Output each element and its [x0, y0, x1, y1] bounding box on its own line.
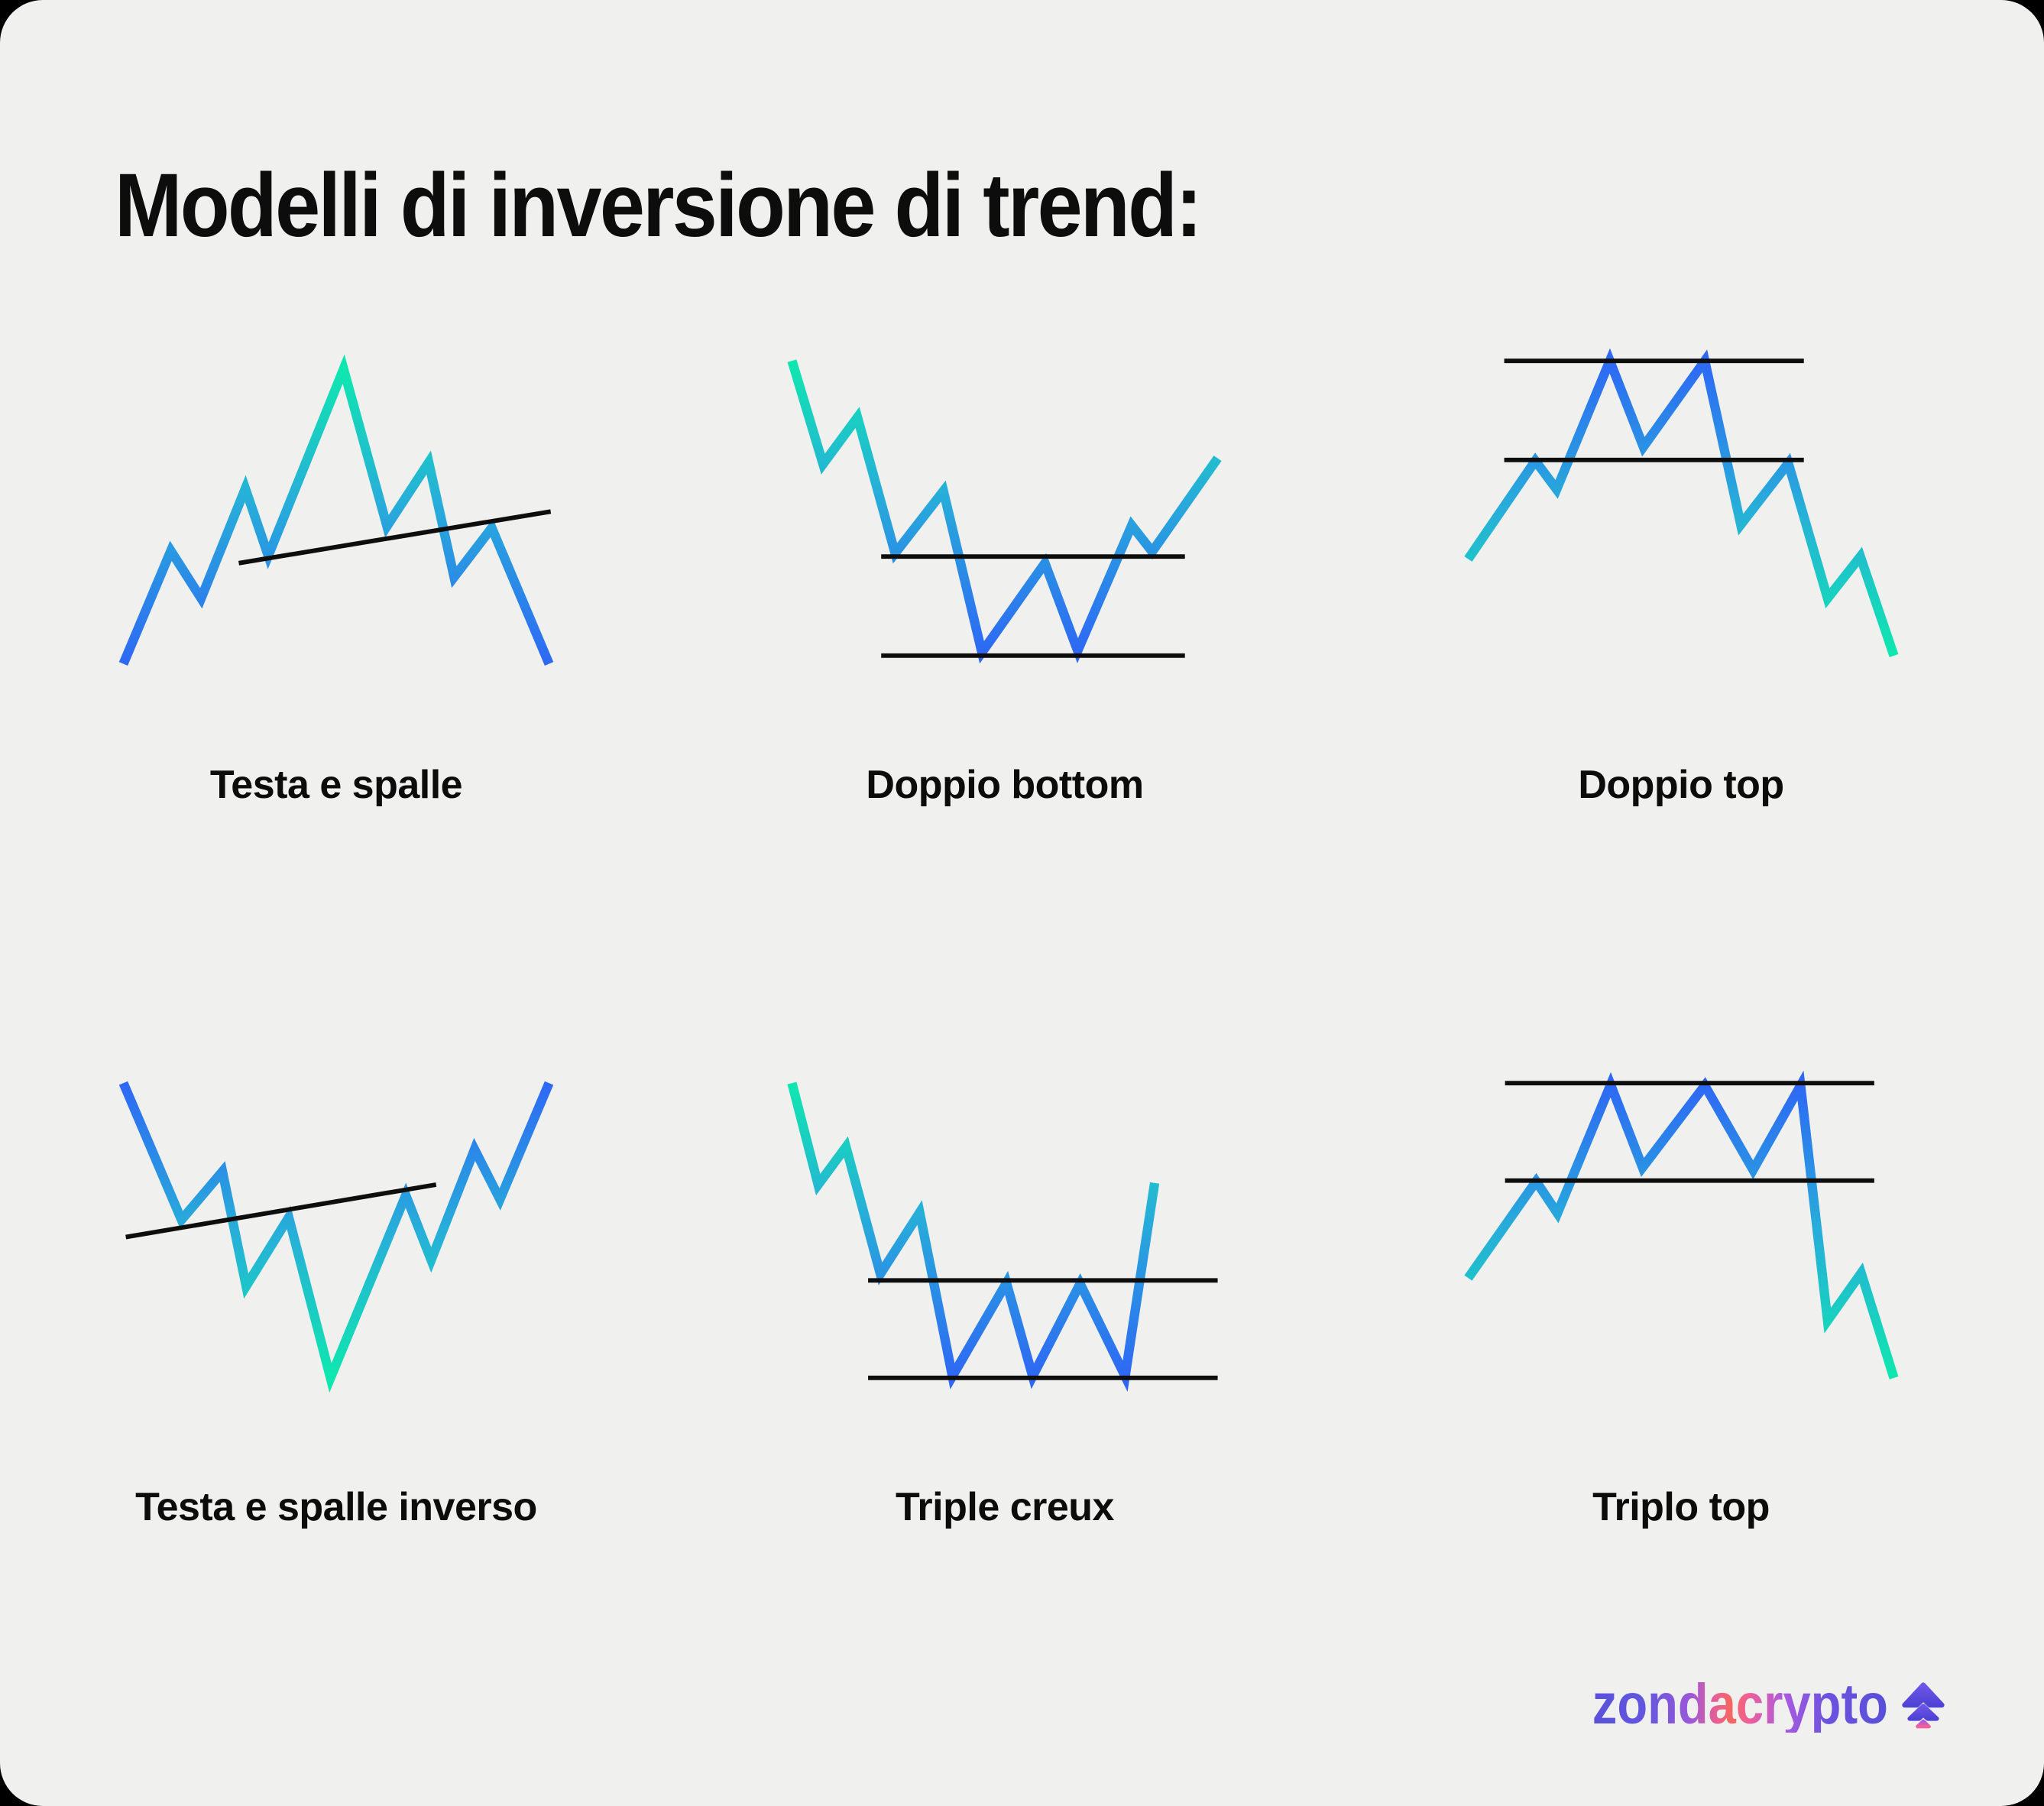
- brand-logo: zondacrypto: [1552, 1676, 1946, 1733]
- pattern-label: Doppio bottom: [866, 763, 1144, 807]
- price-line: [787, 1081, 1160, 1393]
- price-line: [1464, 1070, 1899, 1380]
- pattern-label: Testa e spalle: [209, 763, 463, 807]
- pattern-cell-inverse-head-and-shoulders: Testa e spalle inverso: [107, 1066, 565, 1531]
- pattern-label: Triple creux: [896, 1485, 1114, 1529]
- pattern-chart-double-bottom: [787, 359, 1222, 664]
- price-line: [118, 1081, 554, 1393]
- pattern-cell-double-top: Doppio top: [1452, 344, 1910, 809]
- zondacrypto-tree-icon: [1902, 1682, 1945, 1729]
- page-title: Modelli di inversione di trend:: [115, 155, 1203, 257]
- pattern-label: Triplo top: [1592, 1485, 1770, 1529]
- pattern-chart-triple-top: [1464, 1070, 1899, 1380]
- pattern-chart-head-and-shoulders: [118, 354, 554, 666]
- pattern-chart-inverse-head-and-shoulders: [118, 1081, 554, 1393]
- support-resistance-line: [238, 509, 552, 566]
- brand-wordmark: zondacrypto: [1592, 1672, 1888, 1736]
- pattern-label: Testa e spalle inverso: [135, 1485, 537, 1529]
- pattern-chart-triple-bottom: [787, 1081, 1218, 1393]
- pattern-cell-triple-bottom: Triple creux: [776, 1066, 1234, 1531]
- pattern-cell-double-bottom: Doppio bottom: [776, 344, 1234, 809]
- price-line: [118, 354, 554, 666]
- pattern-chart-double-top: [1464, 348, 1899, 657]
- pattern-cell-triple-top: Triplo top: [1452, 1066, 1910, 1531]
- support-resistance-line: [125, 1182, 437, 1240]
- pattern-cell-head-and-shoulders: Testa e spalle: [107, 344, 565, 809]
- pattern-label: Doppio top: [1578, 763, 1784, 807]
- price-line: [1464, 348, 1899, 657]
- price-line: [787, 359, 1222, 664]
